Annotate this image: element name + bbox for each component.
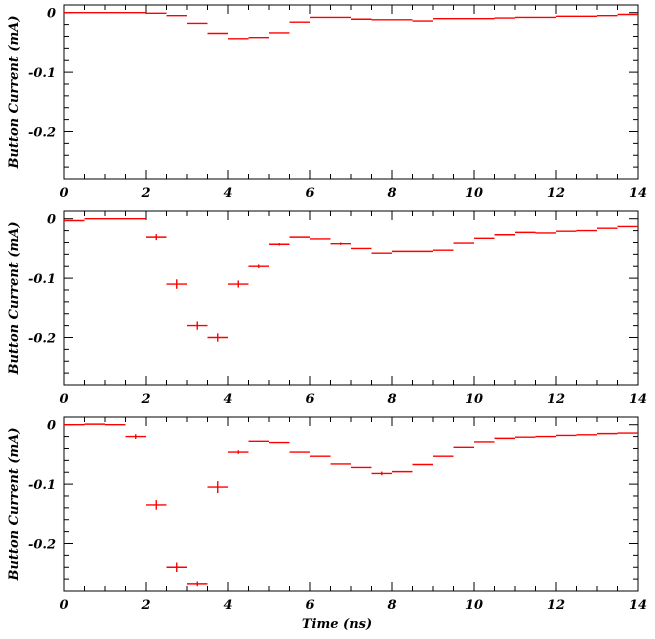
x-tick-label: 14 bbox=[629, 392, 647, 407]
x-tick-label: 0 bbox=[59, 392, 68, 407]
x-tick-label: 10 bbox=[465, 186, 483, 201]
y-tick-label: -0.2 bbox=[28, 537, 56, 552]
y-axis-label: Button Current (mA) bbox=[7, 222, 22, 376]
chart-panel-2: 0 2 4 6 8 10 12 14 0 -0.1 -0.2 Button Current (mA) bbox=[7, 210, 647, 407]
y-tick-label: -0.1 bbox=[28, 478, 56, 493]
y-tick-label: -0.1 bbox=[28, 66, 56, 81]
x-tick-label: 6 bbox=[305, 186, 314, 201]
x-tick-label: 4 bbox=[223, 392, 232, 407]
x-tick-label: 4 bbox=[223, 598, 232, 613]
data-point bbox=[187, 581, 208, 587]
chart-panel-3: 0 2 4 6 8 10 12 14 0 -0.1 -0.2 Button Current (mA) T… bbox=[7, 416, 647, 632]
chart-panel-1: 0 2 4 6 8 10 12 14 0 -0.1 -0.2 Button Current (mA) bbox=[7, 4, 647, 201]
data-point bbox=[228, 280, 249, 288]
x-tick-label: 6 bbox=[305, 392, 314, 407]
y-tick-label: 0 bbox=[47, 7, 56, 22]
x-tick-label: 14 bbox=[629, 186, 647, 201]
data-point bbox=[207, 333, 228, 342]
y-tick-label: 0 bbox=[47, 419, 56, 434]
x-tick-label: 2 bbox=[140, 598, 150, 613]
x-tick-label: 8 bbox=[387, 392, 396, 407]
x-tick-label: 12 bbox=[547, 392, 565, 407]
x-tick-label: 4 bbox=[223, 186, 232, 201]
x-tick-label: 12 bbox=[547, 186, 565, 201]
x-tick-label: 10 bbox=[465, 598, 483, 613]
data-point bbox=[371, 471, 392, 476]
data-point bbox=[146, 500, 167, 510]
y-tick-label: 0 bbox=[47, 213, 56, 228]
data-point bbox=[228, 450, 249, 454]
y-tick-label: -0.1 bbox=[28, 272, 56, 287]
plot-frame bbox=[63, 4, 639, 180]
x-tick-label: 2 bbox=[140, 186, 150, 201]
x-tick-label: 2 bbox=[140, 392, 150, 407]
data-point bbox=[125, 434, 146, 439]
plot-frame bbox=[63, 416, 639, 592]
x-tick-label: 14 bbox=[629, 598, 647, 613]
data-point bbox=[207, 481, 228, 494]
y-axis-label: Button Current (mA) bbox=[7, 16, 22, 170]
data-point bbox=[166, 562, 187, 572]
data-point bbox=[330, 242, 351, 245]
x-tick-label: 0 bbox=[59, 598, 68, 613]
x-tick-label: 6 bbox=[305, 598, 314, 613]
x-tick-label: 8 bbox=[387, 598, 396, 613]
x-axis-label: Time (ns) bbox=[302, 617, 372, 632]
data-point bbox=[248, 264, 269, 269]
y-tick-label: -0.2 bbox=[28, 331, 56, 346]
y-tick-label: -0.2 bbox=[28, 125, 56, 140]
data-point bbox=[166, 279, 187, 289]
x-tick-label: 10 bbox=[465, 392, 483, 407]
x-tick-label: 12 bbox=[547, 598, 565, 613]
y-axis-label: Button Current (mA) bbox=[7, 428, 22, 582]
x-tick-label: 8 bbox=[387, 186, 396, 201]
data-point bbox=[146, 234, 167, 241]
data-point bbox=[269, 243, 290, 246]
data-point bbox=[187, 321, 208, 330]
x-tick-label: 0 bbox=[59, 186, 68, 201]
